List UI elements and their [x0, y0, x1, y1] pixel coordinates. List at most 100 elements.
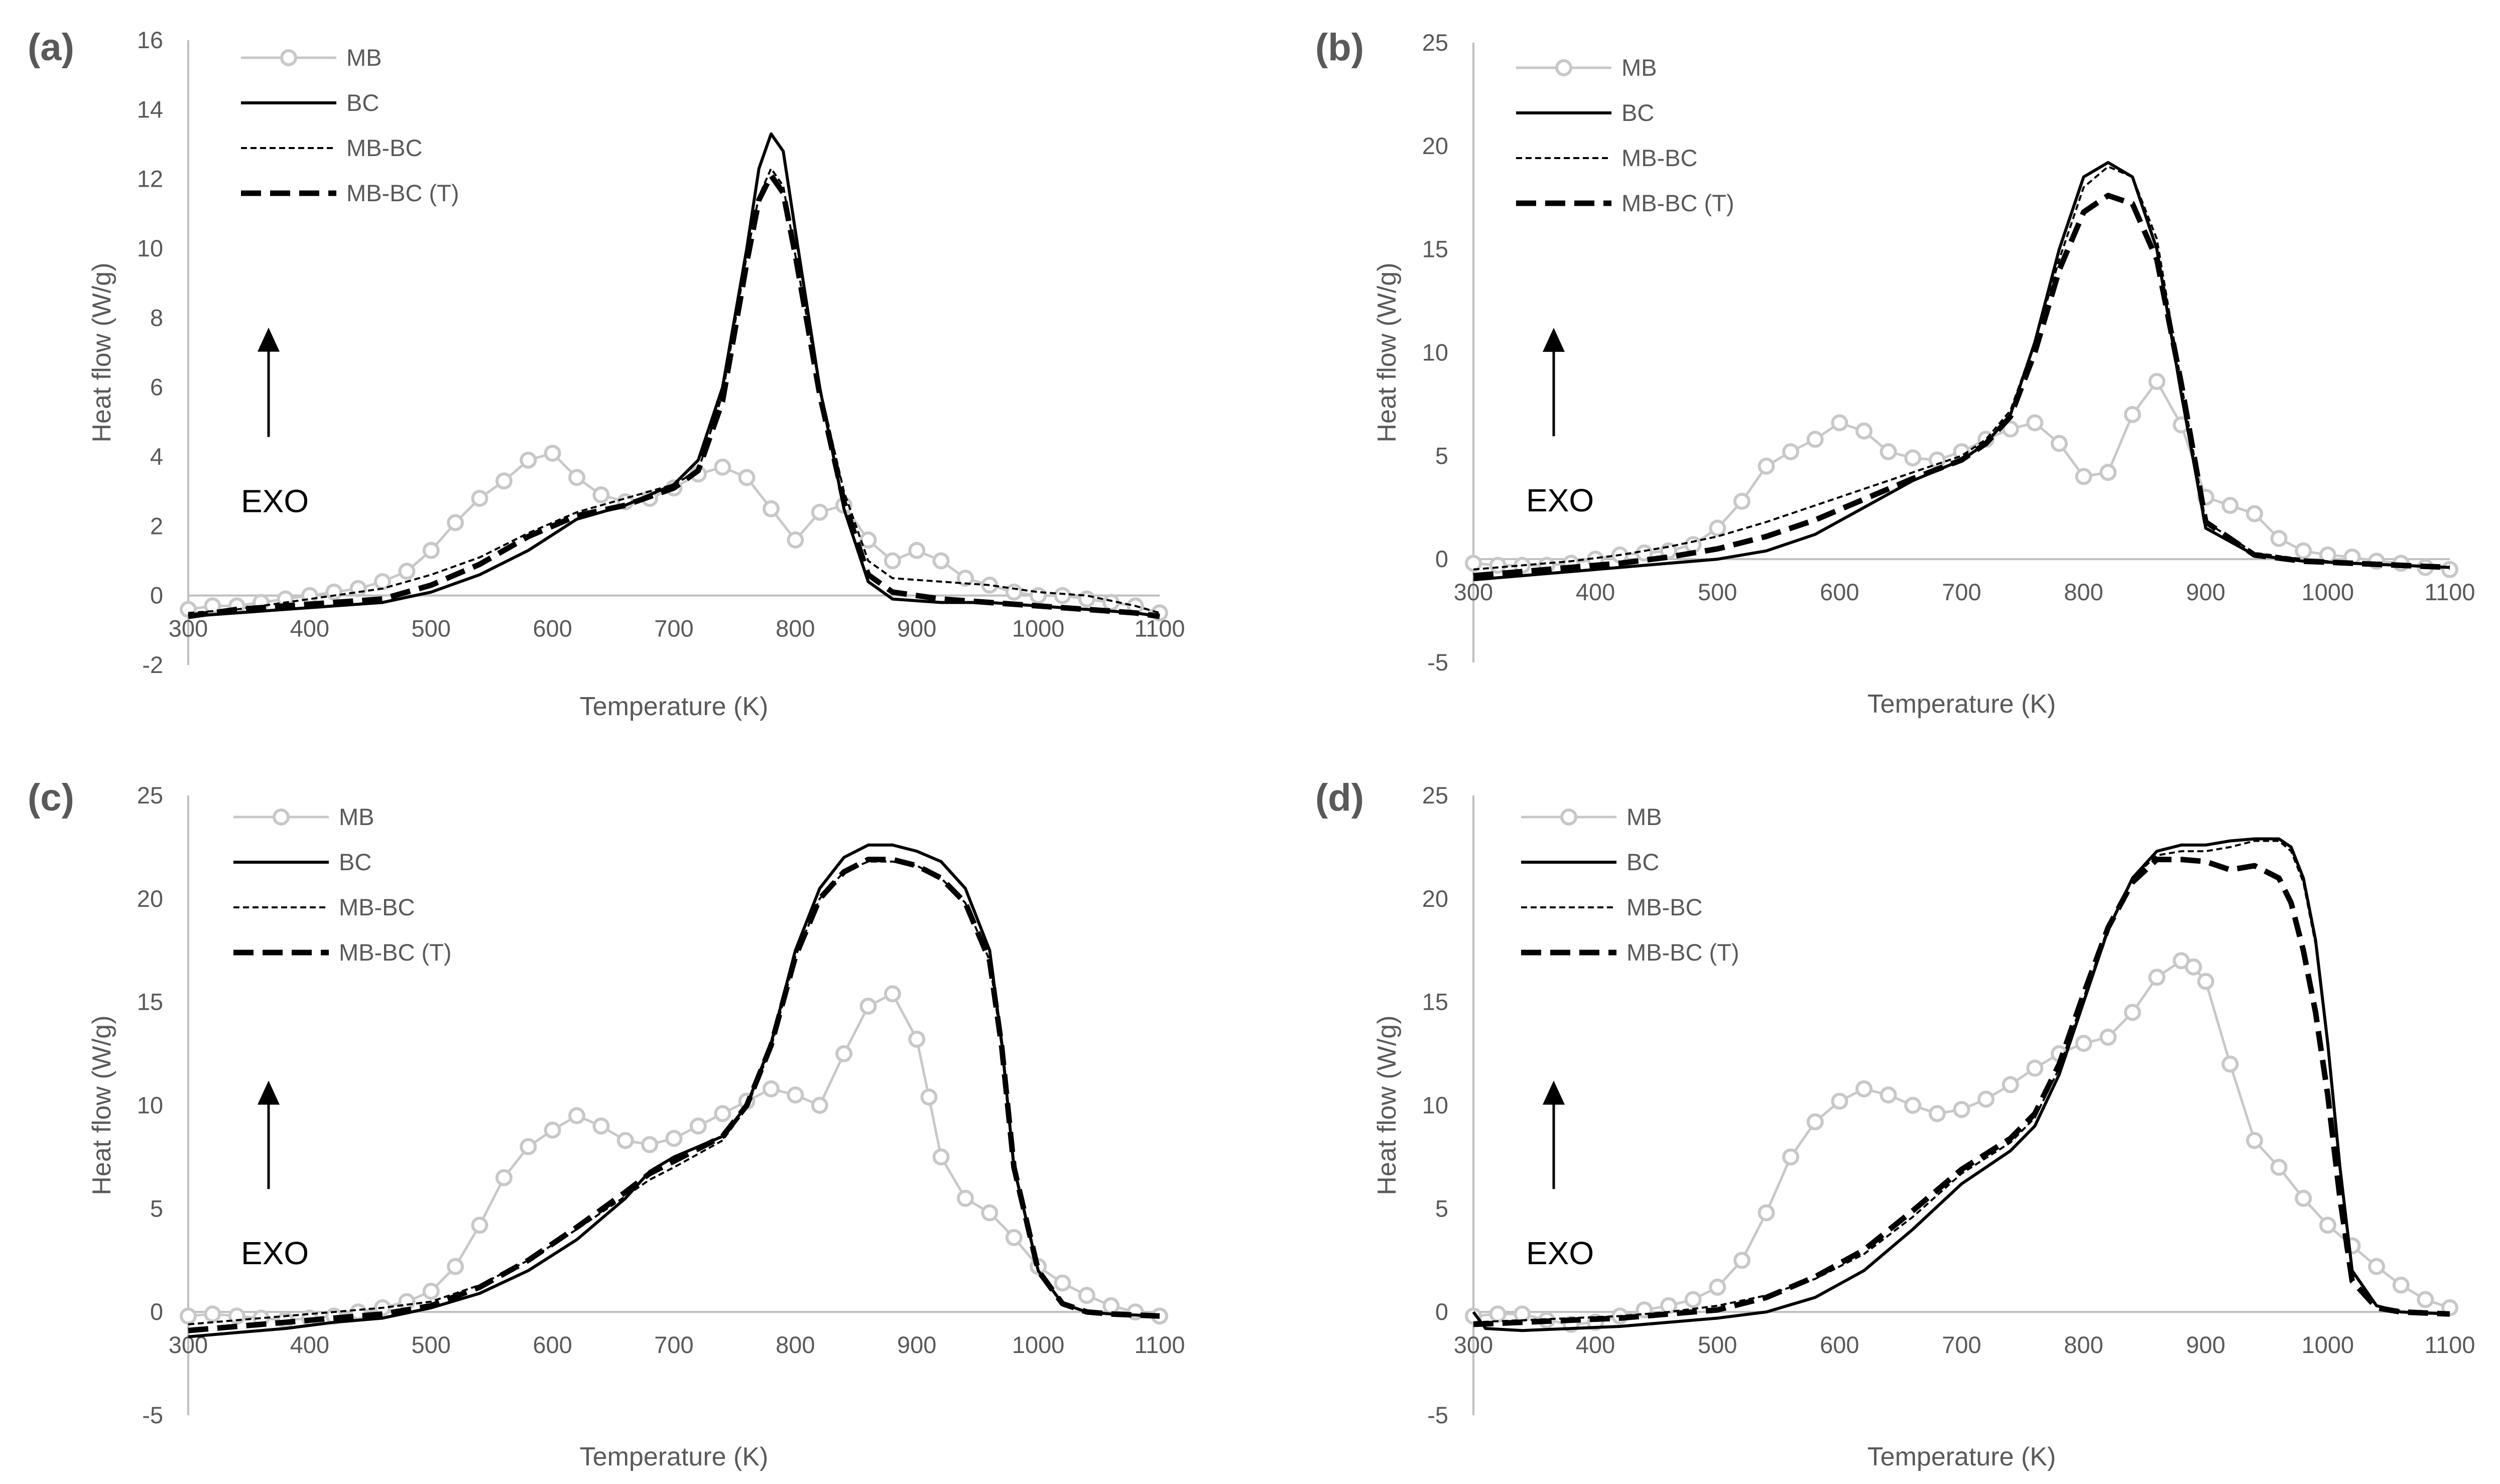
mb-data-point	[495, 1169, 513, 1186]
x-axis-title: Temperature (K)	[580, 1442, 769, 1471]
mb-data-point	[1855, 422, 1872, 440]
series-line-bc	[188, 843, 1160, 1338]
exo-arrow-icon	[1543, 1081, 1565, 1105]
y-tick-label: 14	[137, 96, 163, 122]
mb-data-point	[1831, 414, 1848, 432]
y-tick-label: 4	[150, 443, 163, 470]
legend-marker-mb	[1555, 59, 1572, 76]
series-line-mb-bc	[1473, 840, 2450, 1323]
x-tick-label: 500	[1698, 579, 1737, 605]
legend-label-bc: BC	[339, 849, 371, 875]
mb-data-point	[763, 500, 780, 517]
mb-data-point	[2417, 1291, 2434, 1308]
mb-data-point	[2026, 414, 2044, 432]
x-tick-label: 900	[897, 615, 936, 642]
y-tick-label: 5	[1435, 442, 1448, 469]
mb-data-point	[1977, 1091, 1995, 1108]
series-line-mb-bc-t	[188, 857, 1160, 1333]
panel-label: (c)	[28, 776, 74, 819]
legend-label-mb-bc: MB-BC	[1627, 894, 1702, 920]
y-tick-label: 10	[1422, 1092, 1448, 1119]
mb-data-point	[398, 1293, 416, 1310]
mb-data-point	[2270, 1159, 2288, 1176]
y-tick-label: 2	[150, 512, 163, 539]
mb-data-point	[2197, 973, 2214, 990]
mb-data-point	[1880, 443, 1897, 461]
mb-data-point	[2392, 1276, 2410, 1294]
y-tick-label: 15	[1422, 989, 1448, 1015]
y-tick-label: 0	[1435, 546, 1448, 572]
legend-label-mb-bc: MB-BC	[1621, 145, 1697, 171]
mb-data-point	[884, 552, 901, 570]
y-tick-label: 20	[1422, 885, 1448, 912]
panel-label: (b)	[1315, 26, 1364, 69]
mb-data-point	[920, 1089, 938, 1106]
mb-data-point	[859, 531, 877, 549]
mb-data-point	[1782, 1148, 1800, 1166]
x-tick-label: 1100	[1134, 1331, 1185, 1358]
panel-a: -2 0 2 4 6 8 10 12 14 16 300 400 500 600 700 800 900 1000…	[28, 26, 1185, 721]
mb-data-point	[1078, 1287, 1095, 1304]
series-line-bc	[188, 132, 1160, 618]
mb-data-point	[835, 1045, 853, 1062]
mb-data-point	[1904, 449, 1922, 467]
mb-data-point	[1904, 1097, 1922, 1114]
x-tick-label: 400	[1576, 1331, 1615, 1358]
mb-data-point	[787, 1086, 804, 1104]
mb-data-point	[641, 1136, 659, 1153]
exo-label: EXO	[241, 483, 309, 519]
y-tick-label: 0	[1435, 1298, 1448, 1325]
mb-data-point	[520, 451, 537, 469]
x-tick-label: 500	[1698, 1331, 1737, 1358]
mb-data-point	[1782, 443, 1800, 461]
y-tick-label: 10	[137, 1092, 163, 1119]
mb-data-point	[665, 1130, 683, 1147]
y-tick-label: 0	[150, 582, 163, 609]
mb-data-point	[2099, 464, 2117, 481]
x-tick-label: 1000	[2302, 579, 2354, 605]
legend-label-mb: MB	[1627, 803, 1662, 830]
mb-data-point	[1465, 555, 1482, 572]
x-tick-label: 800	[2064, 579, 2103, 605]
legend-label-mb-bc-t: MB-BC (T)	[1627, 939, 1739, 966]
x-axis-title: Temperature (K)	[1867, 1442, 2056, 1471]
mb-data-point	[714, 1105, 731, 1122]
exo-label: EXO	[1526, 482, 1594, 518]
y-tick-label: 15	[1422, 236, 1448, 262]
legend-label-bc: BC	[346, 89, 379, 116]
y-axis-title: Heat flow (W/g)	[87, 262, 116, 442]
y-tick-label: -5	[142, 1402, 163, 1428]
mb-data-point	[811, 1097, 828, 1114]
mb-data-point	[447, 514, 464, 531]
mb-data-point	[1054, 1274, 1071, 1292]
mb-data-point	[568, 469, 585, 486]
y-tick-label: 15	[137, 989, 163, 1015]
exo-label: EXO	[241, 1235, 309, 1271]
mb-data-point	[2295, 542, 2312, 560]
mb-data-point	[714, 458, 731, 476]
x-tick-label: 700	[1942, 1331, 1981, 1358]
legend-label-mb-bc-t: MB-BC (T)	[339, 939, 452, 966]
mb-data-point	[2246, 1132, 2263, 1149]
legend-label-bc: BC	[1627, 849, 1659, 875]
x-tick-label: 1100	[2424, 579, 2475, 605]
x-tick-label: 500	[412, 1331, 451, 1358]
x-tick-label: 900	[897, 1331, 936, 1358]
x-tick-label: 300	[1454, 579, 1493, 605]
mb-data-point	[908, 1030, 926, 1048]
x-tick-label: 900	[2186, 1331, 2225, 1358]
series-line-mb-bc-t	[1473, 857, 2450, 1327]
series-line-mb-bc	[1473, 166, 2450, 571]
mb-data-point	[908, 542, 926, 559]
legend-marker-mb	[280, 49, 297, 66]
mb-data-point	[616, 1132, 634, 1149]
mb-data-point	[1514, 1305, 1531, 1323]
x-tick-label: 900	[2186, 579, 2225, 605]
series-line-mb-bc-t	[188, 173, 1160, 619]
mb-data-point	[422, 1283, 440, 1300]
mb-data-point	[2221, 497, 2239, 514]
x-tick-label: 600	[533, 1331, 572, 1358]
legend-label-mb-bc: MB-BC	[339, 894, 415, 920]
mb-data-point	[1831, 1093, 1848, 1110]
x-tick-label: 600	[1820, 579, 1859, 605]
